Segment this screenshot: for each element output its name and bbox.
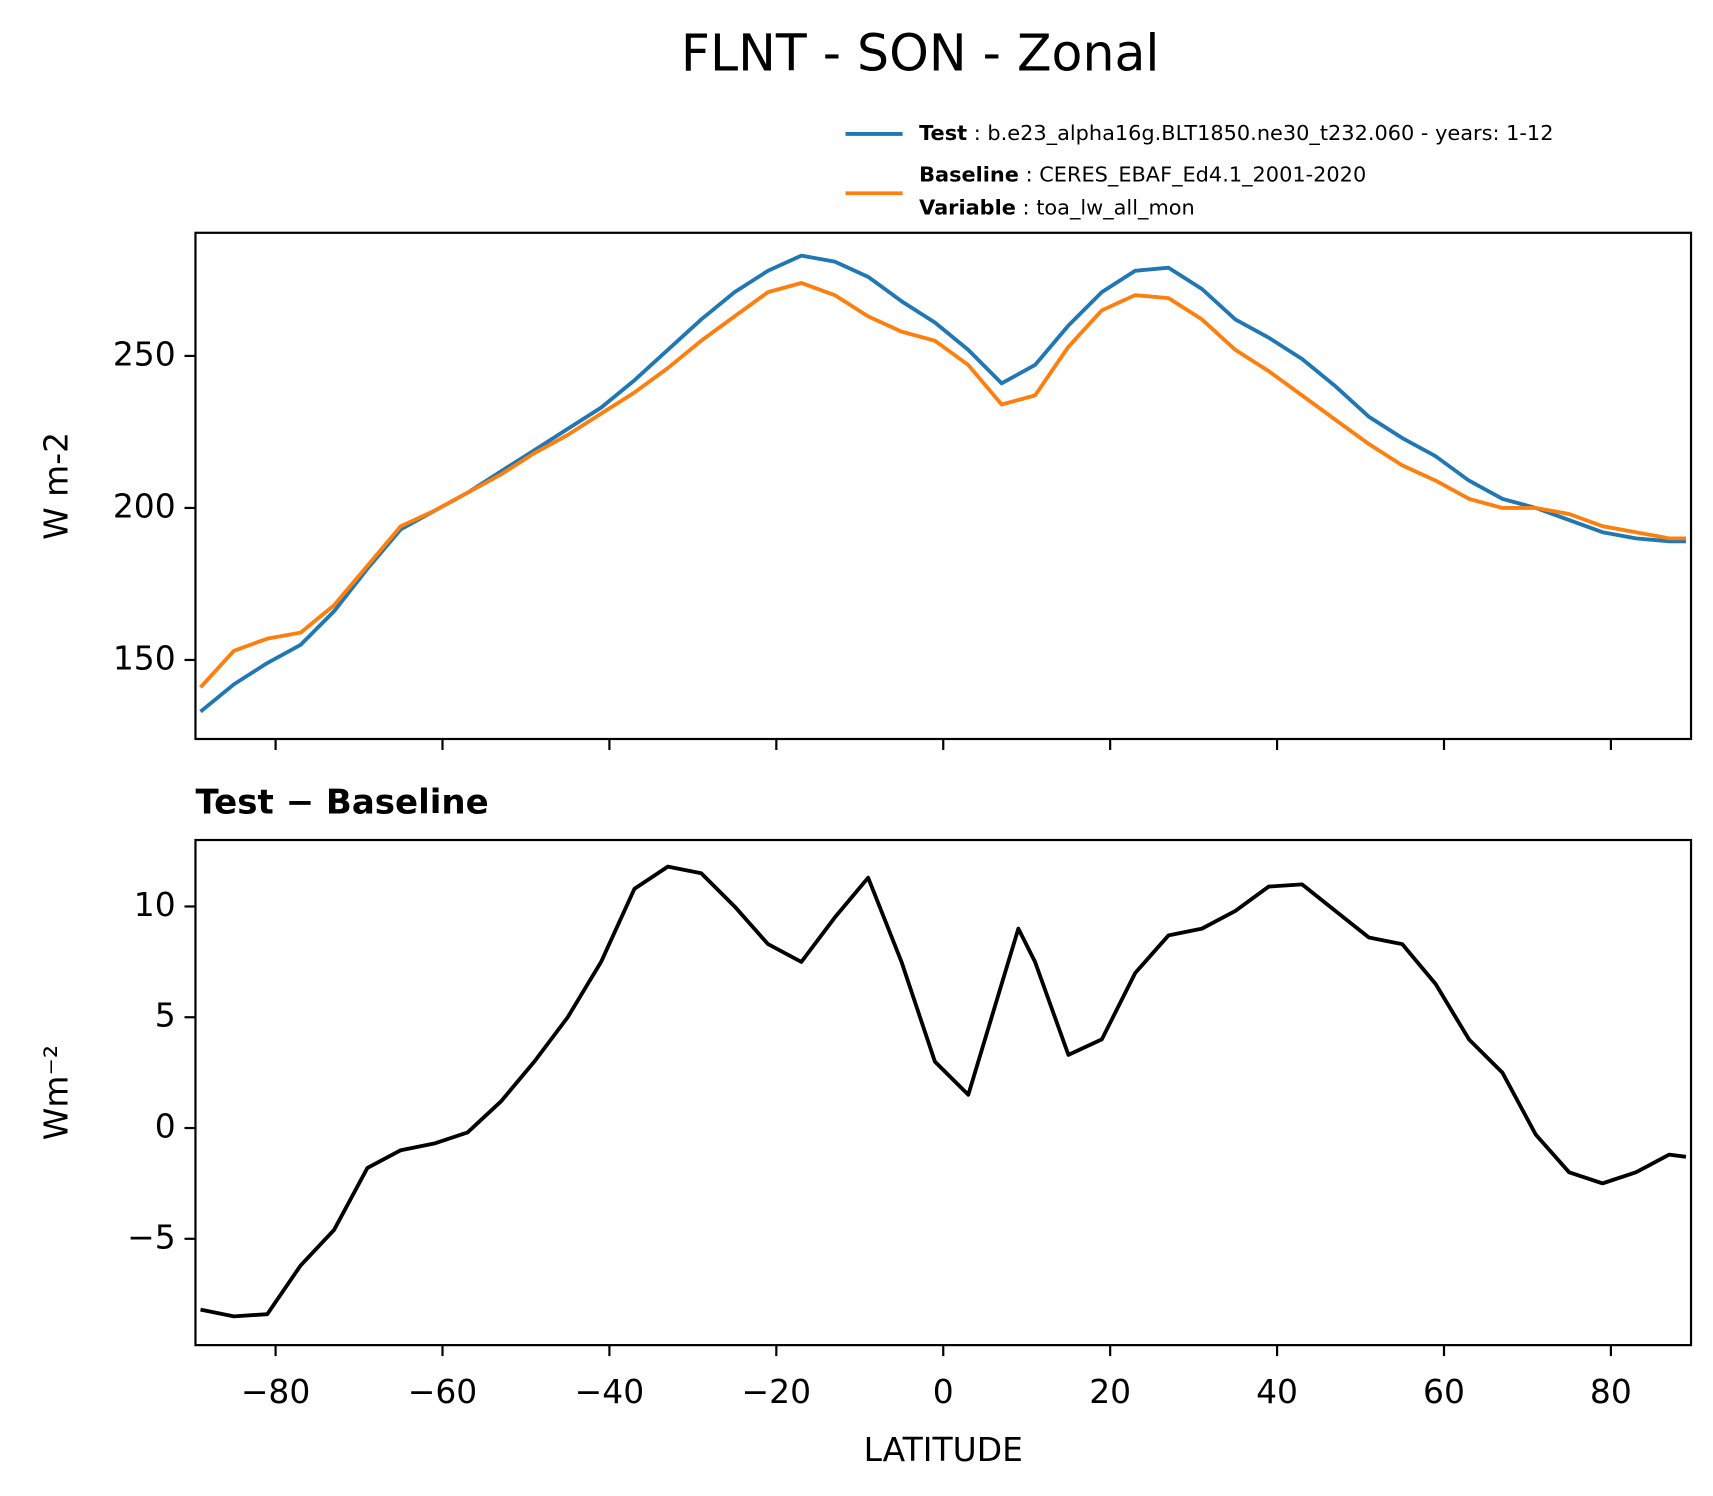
- axes-frame: [194, 231, 1693, 741]
- y-tick-label: 10: [134, 885, 176, 924]
- subplot-title: Test − Baseline: [195, 782, 488, 822]
- series-line: [199, 253, 1686, 714]
- axes-frame: [194, 838, 1693, 1347]
- x-tick-label: −40: [575, 1372, 645, 1411]
- series-line: [199, 281, 1686, 689]
- y-tick-label: 200: [113, 486, 176, 525]
- figure-title: FLNT - SON - Zonal: [681, 24, 1160, 83]
- x-tick-label: 40: [1256, 1372, 1298, 1411]
- y-axis-label: Wm⁻²: [37, 1045, 76, 1140]
- legend-label: Variable: [919, 196, 1016, 220]
- legend-entry: Baseline : CERES_EBAF_Ed4.1_2001-2020: [919, 163, 1366, 188]
- legend-label: Baseline: [919, 163, 1019, 187]
- series-line: [200, 864, 1687, 1319]
- legend-entry: Variable : toa_lw_all_mon: [919, 196, 1195, 221]
- legend: Test : b.e23_alpha16g.BLT1850.ne30_t232.…: [845, 121, 1553, 221]
- x-tick-label: −60: [408, 1372, 478, 1411]
- x-tick-label: 20: [1089, 1372, 1131, 1411]
- y-tick-label: 0: [155, 1107, 176, 1146]
- legend-text: CERES_EBAF_Ed4.1_2001-2020: [1039, 163, 1366, 188]
- y-axis-label: W m-2: [37, 432, 76, 540]
- y-tick-label: 250: [113, 334, 176, 373]
- y-tick-label: 5: [155, 996, 176, 1035]
- x-tick-label: 80: [1590, 1372, 1632, 1411]
- x-tick-label: 60: [1423, 1372, 1465, 1411]
- y-tick-label: 150: [113, 638, 176, 677]
- y-tick-label: −5: [127, 1217, 176, 1256]
- x-tick-label: 0: [933, 1372, 954, 1411]
- legend-label: Test: [919, 121, 967, 145]
- x-axis-label: LATITUDE: [864, 1430, 1023, 1469]
- legend-text: toa_lw_all_mon: [1036, 196, 1195, 221]
- x-tick-label: −80: [241, 1372, 311, 1411]
- legend-text: b.e23_alpha16g.BLT1850.ne30_t232.060 - y…: [987, 121, 1553, 146]
- legend-entry: Test : b.e23_alpha16g.BLT1850.ne30_t232.…: [919, 121, 1553, 146]
- x-tick-label: −20: [742, 1372, 812, 1411]
